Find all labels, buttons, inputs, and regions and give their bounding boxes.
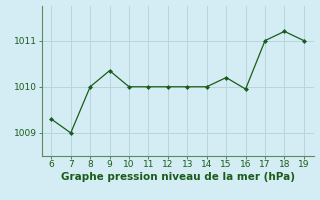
X-axis label: Graphe pression niveau de la mer (hPa): Graphe pression niveau de la mer (hPa) — [60, 172, 295, 182]
